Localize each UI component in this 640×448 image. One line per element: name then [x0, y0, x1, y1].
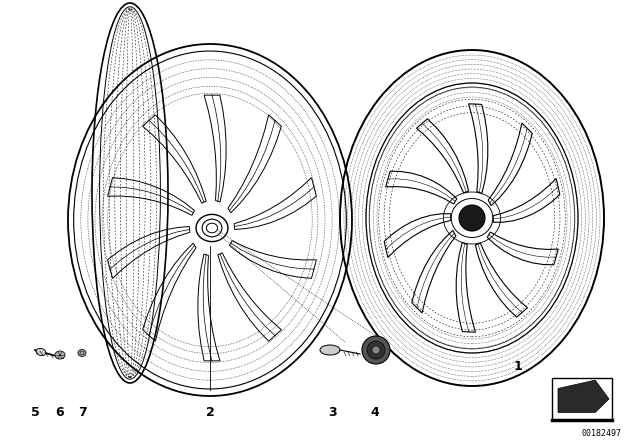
Text: 3: 3 — [328, 406, 336, 419]
Text: 6: 6 — [56, 406, 64, 419]
Text: 00182497: 00182497 — [582, 429, 622, 438]
Polygon shape — [558, 380, 609, 413]
Circle shape — [367, 341, 385, 359]
Text: 1: 1 — [514, 360, 522, 373]
Ellipse shape — [320, 345, 340, 355]
Ellipse shape — [78, 349, 86, 357]
Text: 5: 5 — [31, 406, 40, 419]
Circle shape — [362, 336, 390, 364]
Circle shape — [459, 205, 485, 231]
Ellipse shape — [55, 351, 65, 359]
Text: 7: 7 — [77, 406, 86, 419]
Circle shape — [372, 346, 380, 354]
Ellipse shape — [36, 349, 46, 356]
Text: 4: 4 — [371, 406, 380, 419]
Text: 2: 2 — [205, 406, 214, 419]
